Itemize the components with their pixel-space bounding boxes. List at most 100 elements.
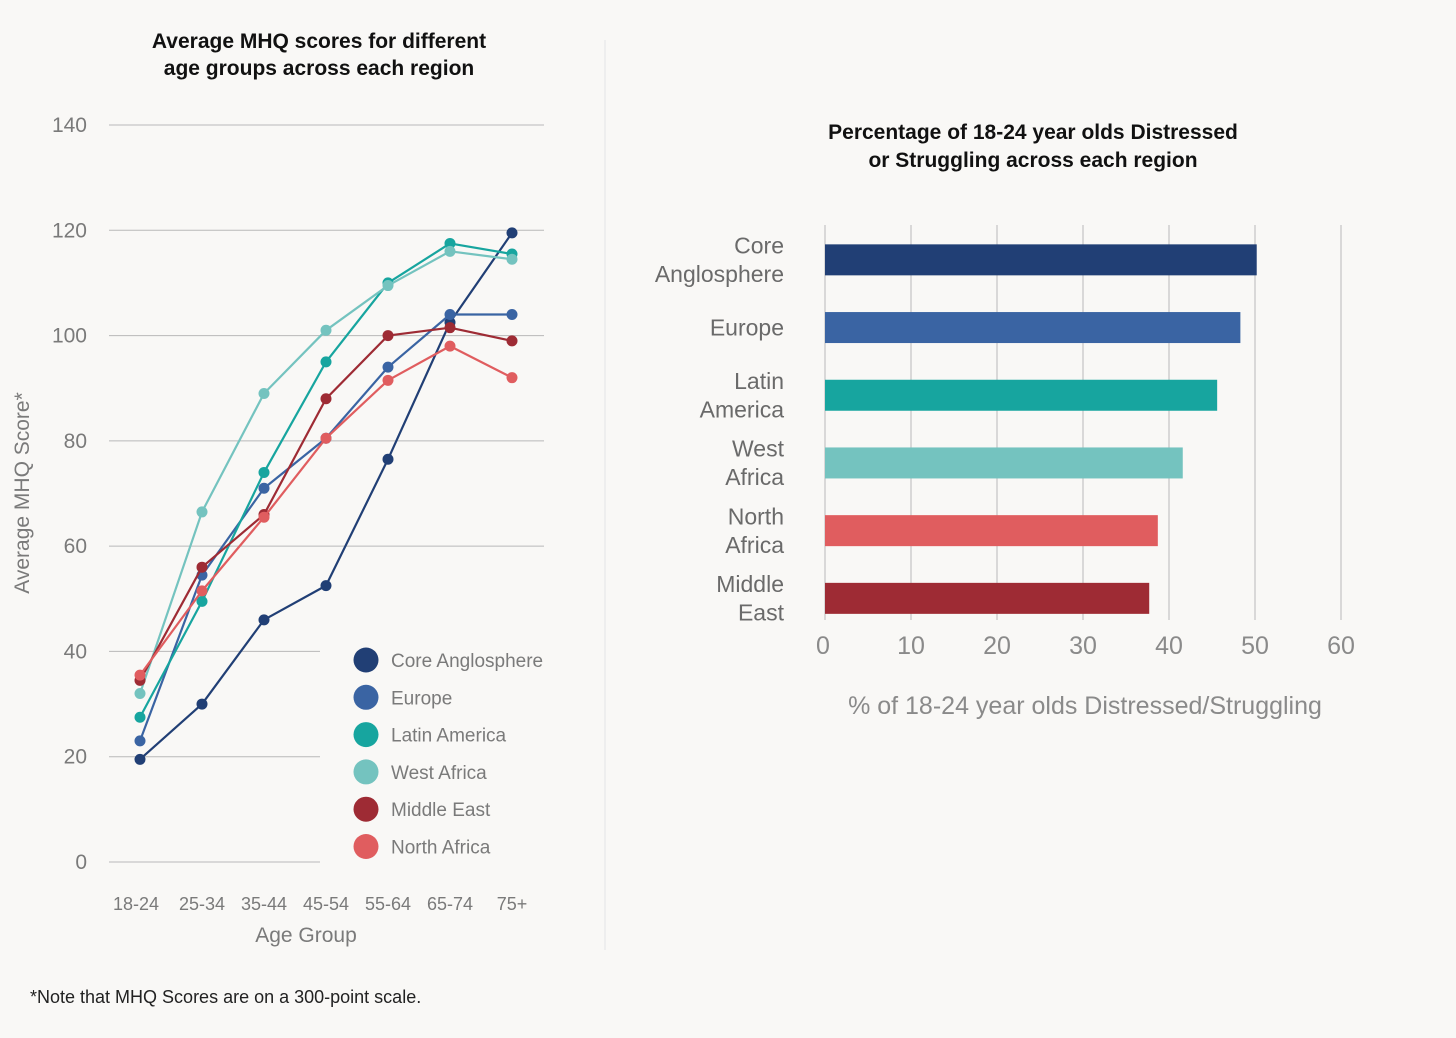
data-point-north-africa-55-64 <box>382 374 394 386</box>
bar-middle-east <box>825 582 1150 614</box>
x-tick-label-45-54: 45-54 <box>303 894 349 914</box>
data-point-middle-east-65-74 <box>444 322 456 334</box>
data-point-west-africa-65-74 <box>444 245 456 257</box>
data-point-north-africa-18-24 <box>134 669 146 681</box>
category-label-middle-east: East <box>738 600 785 626</box>
bar-chart-category-labels: CoreAnglosphereEuropeLatinAmericaWestAfr… <box>655 233 785 626</box>
legend-swatch <box>353 834 379 859</box>
legend-swatch <box>353 722 379 748</box>
y-tick-label-0: 0 <box>75 851 87 874</box>
data-point-core-anglosphere-18-24 <box>134 753 146 765</box>
legend-swatch <box>353 796 379 822</box>
y-tick-label-60: 60 <box>64 535 87 558</box>
bar-core-anglosphere <box>825 244 1257 276</box>
series-line-west-africa <box>138 250 513 694</box>
bar-chart-gridlines <box>824 225 1342 620</box>
legend-label: North Africa <box>391 838 491 859</box>
legend-item-middle-east: Middle East <box>353 796 491 822</box>
data-point-core-anglosphere-25-34 <box>196 698 208 710</box>
data-point-europe-18-24 <box>134 735 146 747</box>
data-point-europe-75 <box>506 309 518 321</box>
series-line-core-anglosphere <box>139 232 513 761</box>
data-point-latin-america-45-54 <box>320 356 332 368</box>
x-tick-label-50: 50 <box>1241 632 1269 660</box>
y-tick-label-140: 140 <box>52 114 87 137</box>
legend-item-west-africa: West Africa <box>353 759 487 785</box>
data-point-core-anglosphere-75 <box>506 227 518 239</box>
data-point-west-africa-35-44 <box>258 387 270 399</box>
data-point-europe-35-44 <box>258 482 270 494</box>
data-point-latin-america-65-74 <box>444 237 456 249</box>
line-chart-y-ticks: 0 20 40 60 80 100 120 140 <box>52 114 87 874</box>
series-west-africa <box>134 245 518 700</box>
bar-europe <box>825 312 1241 344</box>
series-middle-east <box>134 322 518 686</box>
bar-chart: Percentage of 18-24 year olds Distressed… <box>655 121 1355 720</box>
data-point-middle-east-75 <box>506 335 518 347</box>
data-point-north-africa-25-34 <box>196 585 208 597</box>
y-tick-label-100: 100 <box>52 325 87 348</box>
legend-item-latin-america: Latin America <box>353 722 507 748</box>
x-tick-label-18-24: 18-24 <box>113 894 159 914</box>
y-tick-label-120: 120 <box>52 219 87 242</box>
x-tick-label-25-34: 25-34 <box>179 894 225 914</box>
category-label-middle-east: Middle <box>716 571 784 597</box>
category-label-core-anglosphere: Core <box>734 233 784 259</box>
x-tick-label-55-64: 55-64 <box>365 894 411 914</box>
legend-label: West Africa <box>391 763 487 784</box>
legend-label: Europe <box>391 688 452 709</box>
x-tick-label-75: 75+ <box>497 894 528 914</box>
data-point-europe-65-74 <box>444 309 456 321</box>
data-point-latin-america-35-44 <box>258 466 270 478</box>
data-point-north-africa-65-74 <box>444 340 456 352</box>
x-tick-label-0: 0 <box>816 632 830 660</box>
data-point-west-africa-18-24 <box>134 688 146 700</box>
bar-latin-america <box>825 379 1218 411</box>
category-label-west-africa: West <box>732 436 785 462</box>
line-chart: Average MHQ scores for different age gro… <box>11 30 544 947</box>
x-tick-label-10: 10 <box>897 632 925 660</box>
legend-item-north-africa: North Africa <box>353 834 491 859</box>
line-chart-series <box>134 227 518 765</box>
line-chart-title-line-2: age groups across each region <box>164 57 474 80</box>
bar-chart-x-ticks: 0 10 20 30 40 50 60 <box>816 632 1355 660</box>
legend-label: Core Anglosphere <box>391 651 543 672</box>
bar-chart-bars <box>825 244 1257 614</box>
data-point-latin-america-25-34 <box>196 595 208 607</box>
data-point-north-africa-35-44 <box>258 511 270 523</box>
data-point-west-africa-75 <box>506 253 518 265</box>
line-chart-gridlines <box>109 124 544 863</box>
category-label-north-africa: North <box>728 503 784 529</box>
line-chart-x-ticks: 18-24 25-34 35-44 45-54 55-64 65-74 75+ <box>113 894 527 914</box>
series-core-anglosphere <box>134 227 518 765</box>
legend-item-europe: Europe <box>353 684 452 710</box>
y-tick-label-20: 20 <box>64 746 87 769</box>
category-label-europe: Europe <box>710 315 784 341</box>
series-line-middle-east <box>139 326 513 681</box>
bar-north-africa <box>825 515 1158 547</box>
data-point-europe-55-64 <box>382 361 394 373</box>
bar-west-africa <box>825 447 1183 479</box>
data-point-west-africa-45-54 <box>320 324 332 336</box>
data-point-core-anglosphere-35-44 <box>258 614 270 626</box>
category-label-west-africa: Africa <box>725 464 784 490</box>
legend-swatch <box>353 759 379 785</box>
line-chart-y-axis-label: Average MHQ Score* <box>11 392 34 594</box>
legend-swatch <box>353 647 379 673</box>
x-tick-label-40: 40 <box>1155 632 1183 660</box>
line-chart-legend: Core Anglosphere Europe Latin America West … <box>353 647 543 859</box>
x-tick-label-65-74: 65-74 <box>427 894 473 914</box>
data-point-west-africa-55-64 <box>382 280 394 292</box>
category-label-north-africa: Africa <box>725 532 784 558</box>
series-latin-america <box>134 237 518 723</box>
series-europe <box>134 309 518 747</box>
footnote: *Note that MHQ Scores are on a 300-point… <box>30 987 421 1007</box>
data-point-middle-east-45-54 <box>320 393 332 405</box>
data-point-north-africa-75 <box>506 372 518 384</box>
data-point-core-anglosphere-55-64 <box>382 453 394 465</box>
legend-swatch <box>353 684 379 710</box>
series-north-africa <box>134 340 518 681</box>
category-label-latin-america: Latin <box>734 368 784 394</box>
y-tick-label-80: 80 <box>64 430 87 453</box>
